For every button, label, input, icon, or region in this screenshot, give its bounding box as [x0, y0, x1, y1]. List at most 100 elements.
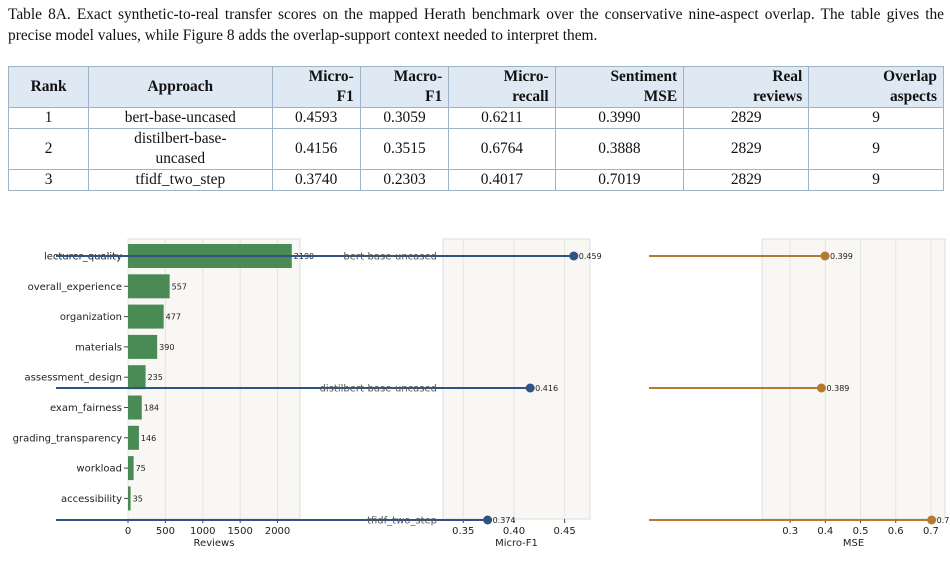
column-header: Sentiment MSE	[554, 66, 685, 108]
lollipop-dot	[816, 383, 826, 393]
x-axis-label: Reviews	[194, 538, 235, 549]
model-label: tfidf_two_step	[367, 516, 437, 527]
bar-value-label: 146	[141, 434, 156, 443]
column-header: Micro- F1	[271, 66, 361, 108]
bar-value-label: 557	[172, 282, 187, 291]
category-label: accessibility	[61, 494, 122, 505]
column-header: Overlap aspects	[808, 66, 944, 108]
table-body: 1 bert-base-uncased 0.4593 0.3059 0.6211 0.39…	[7, 107, 944, 191]
category-label: overall_experience	[28, 282, 122, 293]
category-label: assessment_design	[25, 373, 122, 384]
x-tick-label: 0	[125, 526, 131, 537]
bar	[128, 395, 142, 420]
bar	[128, 304, 164, 329]
x-tick-label: 1500	[227, 526, 252, 537]
dot-value-label: 0.702	[937, 516, 950, 525]
plot-area	[761, 238, 946, 520]
bar	[128, 486, 131, 511]
figure-8: 0500100015002000Reviewslecturer_quality2…	[8, 238, 950, 549]
column-header-text: aspects	[889, 88, 937, 105]
x-tick-label: 0.7	[923, 526, 939, 537]
table-cell-macro-f1: 0.2303	[359, 169, 450, 191]
table-cell-micro-f1: 0.4156	[271, 128, 361, 170]
panel-micro-f1-lollipop: 0.35 0.40 0.45 Micro-F1 bert-base-uncased 0.4…	[56, 238, 602, 549]
table-cell-text: uncased	[155, 150, 206, 167]
category-label: exam_fairness	[50, 403, 122, 414]
x-axis-label: Micro-F1	[495, 538, 538, 549]
table-cell-mse: 0.3990	[554, 107, 685, 129]
x-tick-label: 0.4	[817, 526, 833, 537]
table-row: 3 tfidf_two_step 0.3740 0.2303 0.4017 0.7019 2…	[7, 169, 944, 191]
table-cell-text: distilbert-base-	[134, 130, 227, 147]
table-cell-micro-f1: 0.3740	[271, 169, 361, 191]
column-header-text: Micro-	[503, 68, 549, 85]
results-table: Rank Approach Micro- F1 Macro- F1 Micro-recall…	[7, 66, 944, 191]
table-cell-approach: tfidf_two_step	[88, 169, 273, 191]
x-tick-label: 0.3	[782, 526, 798, 537]
bar-value-label: 35	[133, 494, 143, 503]
table-header-row: Rank Approach Micro- F1 Macro- F1 Micro-recall…	[7, 66, 944, 108]
table-cell-approach: bert-base-uncased	[88, 107, 273, 129]
bar	[128, 425, 139, 450]
column-header: Micro-recall	[448, 66, 556, 108]
column-header: Approach	[88, 66, 273, 108]
x-tick-label: 2000	[265, 526, 290, 537]
dot-value-label: 0.399	[830, 252, 853, 261]
lollipop-dot	[569, 251, 579, 261]
table-cell-micro-recall: 0.6764	[448, 128, 556, 170]
lollipop-dot	[525, 383, 535, 393]
table-cell-aspects: 9	[808, 169, 944, 191]
category-label: workload	[76, 464, 122, 475]
category-label: materials	[75, 342, 122, 353]
table-cell-text: tfidf_two_step	[135, 171, 226, 188]
x-tick-label: 1000	[190, 526, 215, 537]
bar-value-label: 477	[166, 313, 181, 322]
table-cell-reviews: 2829	[683, 107, 810, 129]
dot-value-label: 0.389	[826, 384, 849, 393]
column-header-text: Real	[772, 68, 803, 85]
table-cell-rank: 2	[7, 128, 90, 170]
table-cell-aspects: 9	[808, 128, 944, 170]
table-cell-micro-recall: 0.4017	[448, 169, 556, 191]
category-label: organization	[60, 312, 122, 323]
dot-value-label: 0.459	[579, 252, 602, 261]
panel-mse-lollipop: 0.3 0.4 0.5 0.6 0.7 MSE 0.399 0.389 0.702	[649, 238, 950, 549]
panel-reviews-bar-chart: 0500100015002000Reviewslecturer_quality2…	[8, 238, 314, 549]
category-label: grading_transparency	[13, 433, 122, 444]
column-header: Real reviews	[683, 66, 810, 108]
table-cell-mse: 0.3888	[554, 128, 685, 170]
column-header-text: Approach	[147, 78, 214, 95]
bar	[128, 456, 134, 481]
table-cell-text: bert-base-uncased	[124, 109, 236, 126]
table-cell-mse: 0.7019	[554, 169, 685, 191]
bar	[128, 274, 170, 299]
x-tick-label: 0.40	[503, 526, 525, 537]
column-header-text: F1	[336, 88, 354, 105]
table-row: 2 distilbert-base-uncased 0.4156 0.3515 0.67…	[7, 128, 944, 170]
column-header-text: Rank	[30, 78, 67, 95]
bar	[128, 365, 146, 390]
column-header-text: F1	[425, 88, 443, 105]
column-header-text: Overlap	[883, 68, 937, 85]
table-cell-micro-recall: 0.6211	[448, 107, 556, 129]
table-cell-macro-f1: 0.3059	[359, 107, 450, 129]
column-header-text: Macro-	[393, 68, 443, 85]
table-cell-rank: 1	[7, 107, 90, 129]
table-caption: Table 8A. Exact synthetic-to-real transf…	[8, 6, 944, 44]
x-tick-label: 0.6	[888, 526, 904, 537]
table-cell-approach: distilbert-base-uncased	[88, 128, 273, 170]
lollipop-dot	[483, 515, 493, 525]
column-header: Rank	[7, 66, 90, 108]
model-label: distilbert-base-uncased	[320, 384, 437, 395]
column-header-text: Sentiment	[610, 68, 678, 85]
x-tick-label: 0.5	[853, 526, 869, 537]
table-cell-micro-f1: 0.4593	[271, 107, 361, 129]
table-row: 1 bert-base-uncased 0.4593 0.3059 0.6211 0.39…	[7, 107, 944, 129]
model-label: bert-base-uncased	[343, 252, 437, 263]
x-tick-label: 0.45	[554, 526, 576, 537]
table-cell-reviews: 2829	[683, 169, 810, 191]
table-cell-aspects: 9	[808, 107, 944, 129]
plot-area	[442, 238, 591, 520]
dot-value-label: 0.416	[535, 384, 558, 393]
column-header-text: reviews	[752, 88, 803, 105]
